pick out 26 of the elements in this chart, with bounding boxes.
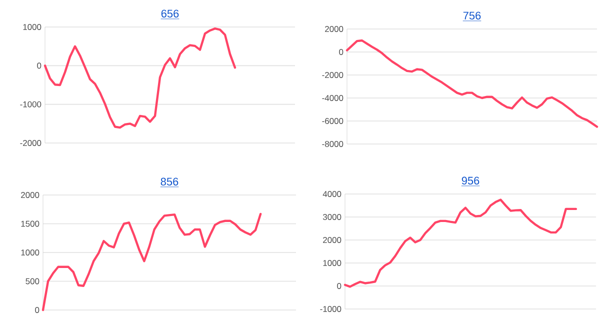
chart-title: 856	[160, 178, 178, 186]
y-tick-label: 2000	[21, 192, 40, 198]
y-tick-label: 0	[337, 283, 342, 289]
y-tick-label: -8000	[322, 141, 344, 147]
line-series	[44, 27, 236, 129]
y-tick-label: -1000	[320, 306, 342, 312]
y-tick-label: 0	[339, 49, 344, 55]
y-tick-label: 500	[26, 278, 40, 284]
y-tick-label: 0	[35, 307, 40, 313]
y-tick-label: 3000	[322, 214, 342, 220]
y-tick-label: -2000	[20, 140, 42, 146]
y-tick-label: 1000	[21, 250, 40, 256]
y-tick-label: 2000	[323, 237, 342, 243]
y-tick-label: 1500	[21, 220, 40, 227]
y-tick-label: -4000	[322, 95, 344, 101]
y-tick-label: 2000	[325, 26, 344, 32]
y-tick-label: 1000	[23, 24, 42, 30]
chart-title: 956	[462, 176, 480, 185]
y-tick-label: -2000	[322, 72, 344, 78]
chart-title: 756	[463, 12, 481, 20]
y-tick-label: -1000	[20, 101, 42, 108]
y-tick-label: 1000	[323, 260, 342, 266]
y-tick-label: 4000	[322, 191, 342, 197]
chart-title: 656	[161, 10, 179, 18]
y-tick-label: -6000	[322, 118, 344, 124]
y-tick-label: 0	[37, 62, 42, 69]
